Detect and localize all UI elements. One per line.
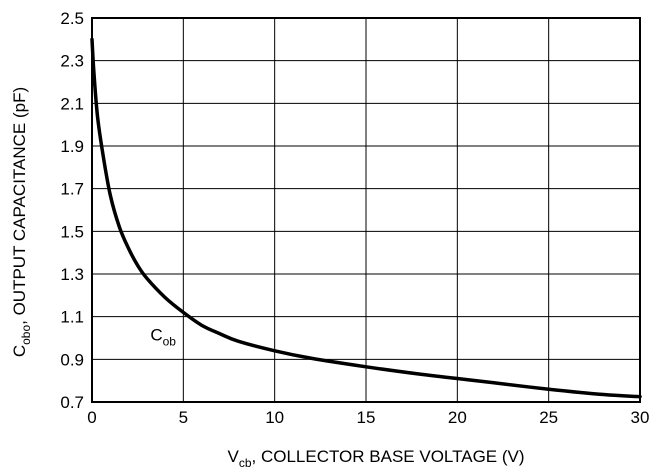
- x-tick-label: 5: [179, 408, 188, 427]
- x-axis-title-main: V: [227, 447, 239, 466]
- x-tick-label: 25: [539, 408, 558, 427]
- y-tick-label: 1.9: [60, 137, 84, 156]
- y-axis-title: Cobo, OUTPUT CAPACITANCE (pF): [10, 87, 33, 357]
- x-tick-label: 10: [265, 408, 284, 427]
- x-axis-ticks: 0 5 10 15 20 25 30: [87, 408, 649, 427]
- y-tick-label: 2.1: [60, 94, 84, 113]
- y-axis-title-sub: obo: [19, 325, 33, 345]
- x-tick-label: 15: [357, 408, 376, 427]
- series-label-sub: ob: [163, 335, 177, 349]
- x-tick-label: 30: [631, 408, 650, 427]
- x-tick-label: 0: [87, 408, 96, 427]
- y-tick-label: 2.5: [60, 9, 84, 28]
- y-tick-label: 1.3: [60, 265, 84, 284]
- y-axis-title-rest: , OUTPUT CAPACITANCE (pF): [10, 87, 29, 325]
- series-label-main: C: [150, 326, 162, 345]
- x-axis-title: Vcb, COLLECTOR BASE VOLTAGE (V): [227, 447, 524, 470]
- series-line-c-ob: [90, 37, 642, 399]
- x-tick-label: 20: [448, 408, 467, 427]
- y-tick-label: 1.1: [60, 308, 84, 327]
- y-tick-label: 0.9: [60, 350, 84, 369]
- series-layer: [90, 37, 642, 399]
- plot-frame: [91, 17, 641, 403]
- y-tick-label: 1.7: [60, 180, 84, 199]
- y-axis-ticks: 0.7 0.9 1.1 1.3 1.5 1.7 1.9 2.1 2.3 2.5: [60, 9, 84, 412]
- y-tick-label: 0.7: [60, 393, 84, 412]
- x-axis-title-rest: , COLLECTOR BASE VOLTAGE (V): [252, 447, 525, 466]
- y-axis-title-main: C: [10, 345, 29, 357]
- x-axis-title-sub: cb: [239, 456, 252, 470]
- series-label-c-ob: Cob: [150, 326, 176, 349]
- y-tick-label: 2.3: [60, 52, 84, 71]
- y-tick-label: 1.5: [60, 222, 84, 241]
